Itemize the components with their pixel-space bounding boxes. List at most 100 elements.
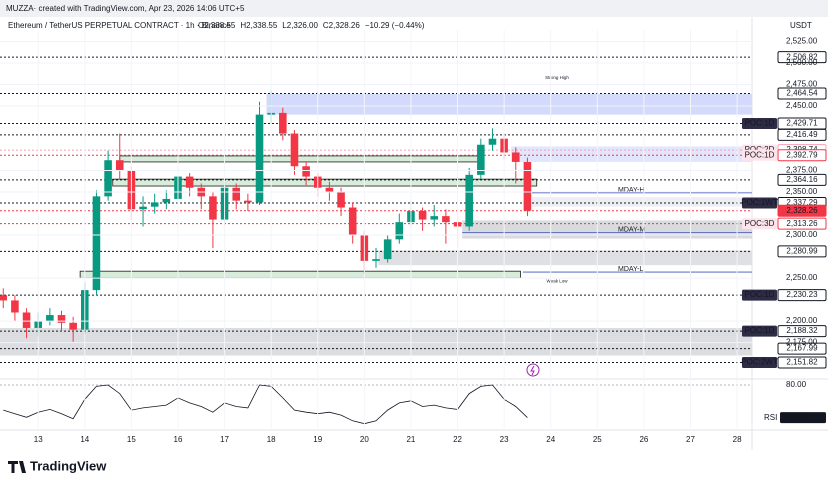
candle-body [372,259,380,261]
level-label: 2,416.49 [786,130,818,139]
top-bar [0,0,828,17]
y-tick-label: 2,525.00 [786,37,818,46]
level-label: 2,364.16 [786,175,818,184]
x-tick-label: 16 [174,435,183,444]
candle-body [92,196,101,291]
level-label: 2,506.82 [786,52,818,61]
poc-tag-box [742,289,777,301]
brand: TradingView [30,458,107,473]
level-label: 2,230.23 [786,290,818,299]
zone [119,155,482,163]
poc-tag-box [742,197,777,209]
level-label-box [777,149,827,162]
candle-body [337,192,345,208]
x-tick-label: 24 [546,435,555,444]
level-label: 2,151.82 [786,358,818,367]
poc-tag-box [742,357,777,369]
zone [378,250,752,266]
level-label-box [777,325,827,338]
level-label-box [777,204,827,217]
level-label-box [777,342,827,355]
ohlc-open: O2,338.55 [198,21,236,30]
zone [112,178,538,187]
poc-tag: POC:3D [745,219,775,228]
poc-tag-box [742,117,777,129]
level-label-box [777,245,827,258]
candle-body [418,210,427,220]
candle-body [11,300,19,313]
candle-body [46,315,54,322]
candle-body [255,114,264,203]
candle-body [442,216,450,223]
event-icon[interactable] [526,363,540,377]
level-label: 2,464.54 [786,89,818,98]
rsi-name: RSI [764,413,777,422]
y-tick-label: 2,500.00 [786,58,818,67]
candle-body [115,160,124,171]
candle-body [209,196,217,220]
candle-body [302,166,310,177]
currency: USDT [790,21,812,30]
level-label-box [777,173,827,186]
level-label-box [777,87,827,100]
candle-body [244,200,252,203]
poc-tag-box [742,218,777,230]
x-tick-label: 14 [80,435,89,444]
chart-title: Ethereum / TetherUS PERPETUAL CONTRACT ·… [8,21,231,30]
ohlc-legend: O2,338.55 H2,338.55 L2,326.00 C2,328.26 −10.… [198,21,425,30]
poc-tag-box [742,325,777,337]
level-label-box [777,356,827,369]
candle-body [69,322,77,330]
poc-tag: POC:1D [745,290,775,299]
candle-body [477,144,485,175]
candle-body [523,161,532,211]
annotation: Weak Low [547,279,569,284]
author: MUZZA· created with TradingView.com, Apr… [6,4,245,13]
x-tick-label: 13 [34,435,43,444]
candle-body [0,295,8,301]
ohlc-low: L2,326.00 [282,21,318,30]
candle-body [139,206,147,210]
mday-label: MDAY-M [618,226,645,233]
rsi-line [3,384,528,425]
mday-label: MDAY-H [618,187,644,194]
candle-body [290,133,299,167]
candle-body [430,216,439,220]
x-tick-label: 21 [406,435,415,444]
level-label: 2,280.99 [786,247,818,256]
x-tick-label: 20 [360,435,369,444]
level-label-box [777,289,827,302]
poc-tag: POC:2D [745,145,775,154]
rsi-value-box [780,412,826,424]
y-tick-label: 2,350.00 [786,187,818,196]
candle-body [232,187,241,201]
candle-body [325,187,334,193]
zone [0,327,752,356]
poc-tag: POC:1D [745,150,775,159]
level-label: 2,429.71 [786,119,818,128]
candle-body [465,174,473,227]
y-tick-label: 2,175.00 [786,338,818,347]
x-tick-label: 15 [127,435,136,444]
zone [532,197,752,207]
candle-body [150,202,159,207]
candle-body [22,312,31,328]
x-tick-label: 18 [267,435,276,444]
candle-body [185,176,194,188]
poc-tag: POC:1D [745,326,775,335]
level-label: 2,392.79 [786,150,818,159]
ohlc-high: H2,338.55 [240,21,277,30]
poc-tag: POC:2WT [741,358,778,367]
candle-body [488,138,497,145]
x-tick-label: 19 [313,435,322,444]
mday-label: MDAY-L [618,266,643,273]
x-tick-label: 25 [593,435,602,444]
poc-tag-box [742,149,777,161]
ohlc-change: −10.29 (−0.44%) [365,21,425,30]
candle-body [395,222,404,240]
x-tick-label: 23 [500,435,509,444]
candle-body [383,239,392,260]
x-tick-label: 26 [639,435,648,444]
event-bolt [530,365,535,376]
